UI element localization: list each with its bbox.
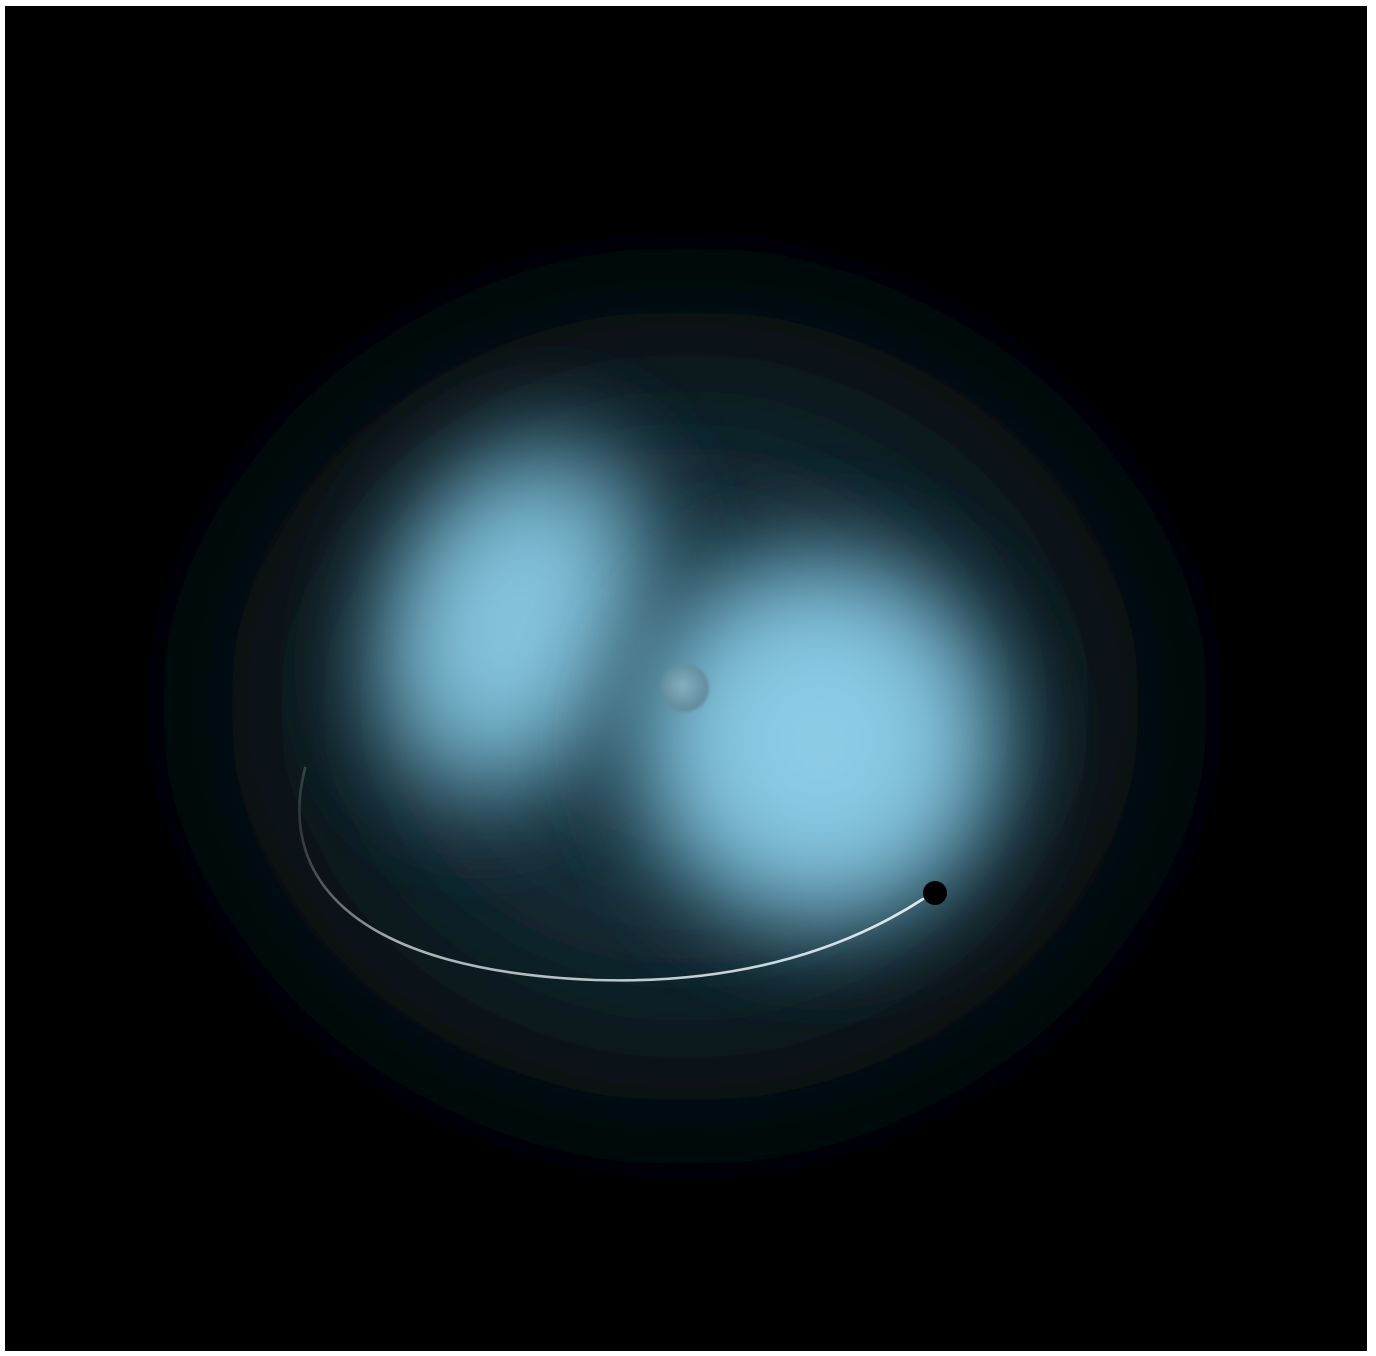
orbit-endpoint <box>923 881 947 905</box>
center-marker <box>661 664 709 712</box>
image-frame <box>5 6 1367 1351</box>
glow-scene <box>85 186 1285 1226</box>
orbit-trail <box>298 766 925 982</box>
right-glow-lobe <box>575 491 1065 991</box>
